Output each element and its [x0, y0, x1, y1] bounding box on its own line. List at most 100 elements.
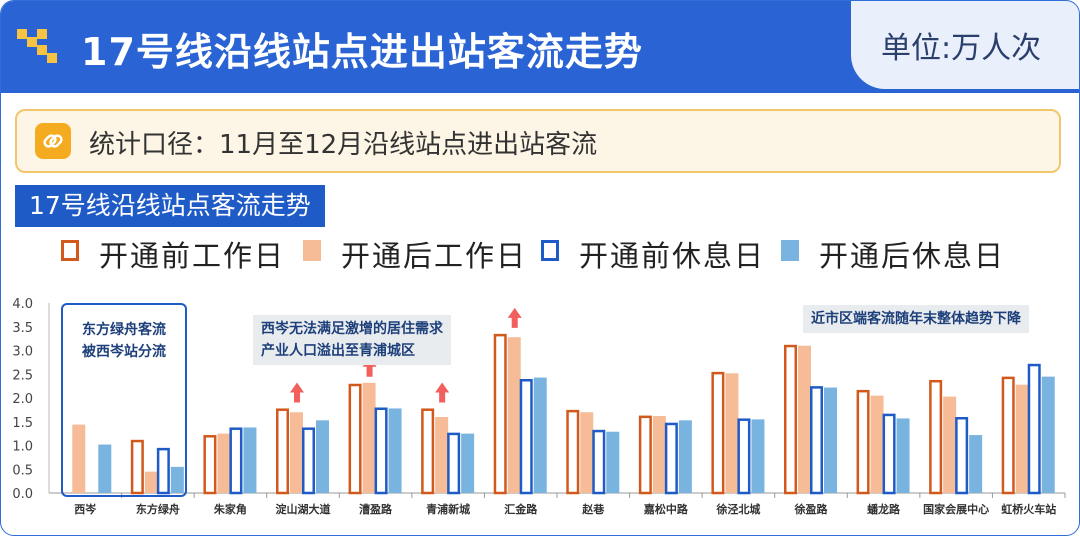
note-text: 统计口径：11月至12月沿线站点进出站客流: [89, 130, 598, 160]
link-icon: [35, 123, 71, 159]
bar: [896, 418, 910, 493]
bar: [229, 427, 243, 495]
bar: [374, 407, 388, 495]
note-box: 统计口径：11月至12月沿线站点进出站客流: [15, 109, 1061, 173]
bar: [388, 408, 402, 493]
x-tick-label: 漕盈路: [359, 502, 393, 516]
annotation-left-box: 东方绿舟客流 被西岑站分流: [61, 303, 187, 497]
logo-icon: [17, 29, 57, 63]
bar: [566, 409, 580, 495]
y-tick-label: 3.0: [12, 345, 33, 360]
x-tick-label: 蟠龙路: [867, 502, 901, 516]
x-tick-label: 东方绿舟: [136, 502, 180, 516]
legend-label: 开通前工作日: [99, 239, 286, 273]
bar: [725, 373, 739, 493]
bar: [144, 471, 158, 493]
bar: [652, 416, 666, 493]
y-tick-label: 1.0: [12, 440, 33, 455]
x-tick-label: 徐泾北城: [715, 502, 760, 516]
legend-label: 开通后工作日: [341, 239, 528, 273]
y-tick-label: 3.5: [12, 321, 33, 336]
bar: [348, 383, 362, 495]
annotation-line: 西岑无法满足激增的居住需求: [261, 321, 443, 337]
bar: [72, 424, 86, 493]
bar: [678, 420, 692, 493]
legend-swatch: [781, 240, 799, 261]
x-tick-label: 青浦新城: [426, 502, 470, 516]
bar: [316, 420, 329, 493]
annotation-middle: 西岑无法满足激增的居住需求 产业人口溢出至青浦城区: [253, 315, 451, 365]
y-tick-label: 4.0: [12, 297, 33, 312]
bar: [592, 429, 606, 495]
bar: [882, 413, 896, 495]
legend-label: 开通后休息日: [819, 239, 1006, 273]
legend-swatch: [303, 240, 321, 261]
legend-swatch: [541, 240, 559, 261]
x-tick-label: 虹桥火车站: [1001, 502, 1056, 516]
bar: [493, 333, 507, 495]
x-tick-label: 国家会展中心: [923, 502, 989, 516]
bar: [856, 389, 870, 495]
unit-tab: [851, 1, 1079, 89]
bar: [784, 344, 797, 495]
bar: [435, 417, 449, 493]
bar: [461, 433, 475, 493]
x-tick-label: 嘉松中路: [643, 502, 689, 516]
bar: [943, 396, 957, 493]
bar: [580, 412, 594, 493]
x-tick-label: 赵巷: [581, 502, 605, 516]
page-title: 17号线沿线站点进出站客流走势: [81, 30, 643, 74]
bar: [290, 412, 303, 493]
bar: [664, 422, 678, 495]
bar: [810, 386, 823, 495]
bar: [711, 371, 725, 495]
bar: [533, 377, 547, 493]
bar: [130, 439, 144, 495]
bar: [606, 431, 620, 493]
bar: [1015, 384, 1029, 493]
header-bar: 17号线沿线站点进出站客流走势 单位:万人次: [1, 1, 1079, 93]
bar: [969, 435, 983, 493]
annotation-right: 近市区端客流随年末整体趋势下降: [803, 305, 1029, 333]
y-tick-label: 0.5: [12, 463, 33, 478]
bar: [302, 427, 315, 495]
bar: [447, 432, 461, 495]
bar: [1041, 376, 1055, 493]
bar: [751, 419, 765, 493]
x-tick-label: 朱家角: [213, 502, 247, 516]
annotation-line: 产业人口溢出至青浦城区: [261, 343, 415, 359]
bar: [203, 435, 217, 495]
chart-subtitle: 17号线沿线站点客流走势: [15, 185, 325, 227]
y-tick-label: 0.0: [12, 487, 33, 502]
bar: [507, 337, 521, 493]
bar: [276, 408, 289, 495]
bar: [955, 417, 969, 495]
bar: [638, 415, 652, 495]
legend-swatch: [61, 240, 79, 261]
y-tick-label: 2.0: [12, 392, 33, 407]
annotation-line: 东方绿舟客流: [82, 322, 166, 338]
bar: [737, 418, 751, 495]
bar: [243, 427, 257, 493]
bar: [421, 408, 435, 495]
bar: [217, 433, 231, 493]
bar: [798, 345, 811, 493]
x-tick-label: 汇金路: [504, 502, 538, 516]
bar: [1001, 376, 1015, 495]
bar: [362, 382, 376, 493]
annotation-line: 近市区端客流随年末整体趋势下降: [811, 311, 1021, 327]
up-arrow-icon: [507, 307, 522, 328]
bar: [98, 444, 112, 493]
bar: [156, 447, 170, 495]
bar: [870, 395, 884, 493]
x-tick-label: 淀山湖大道: [276, 502, 331, 516]
legend-label: 开通前休息日: [579, 239, 766, 273]
bar: [1027, 363, 1041, 495]
y-tick-label: 2.5: [12, 368, 33, 383]
x-tick-label: 徐盈路: [794, 502, 829, 516]
unit-label: 单位:万人次: [881, 31, 1042, 66]
y-tick-label: 1.5: [12, 416, 33, 431]
bar: [519, 379, 533, 495]
